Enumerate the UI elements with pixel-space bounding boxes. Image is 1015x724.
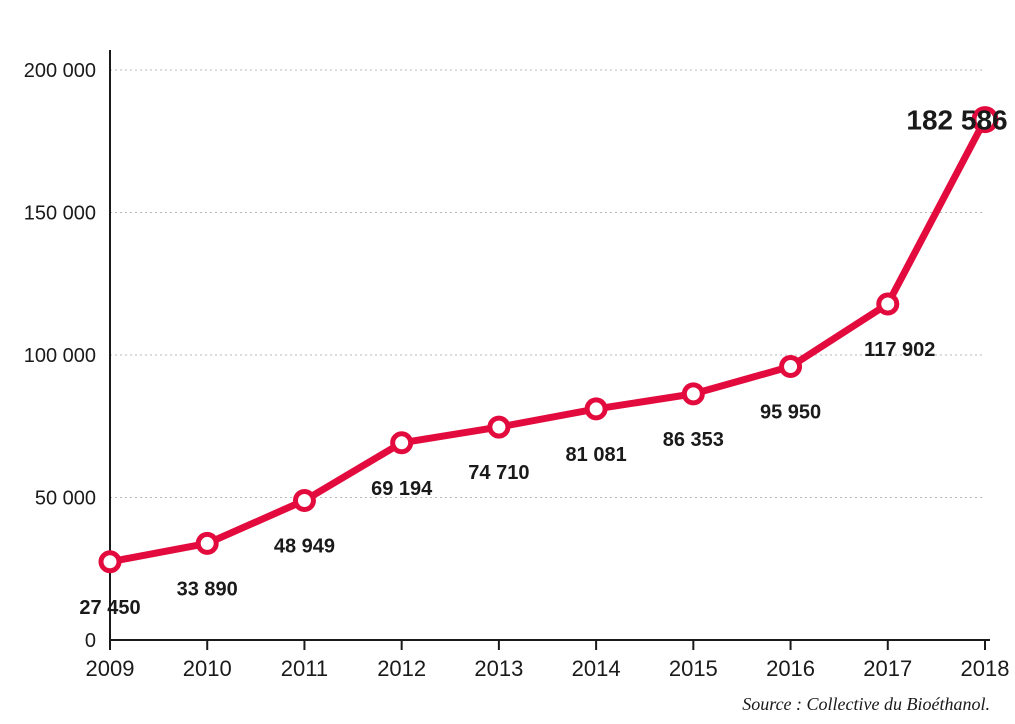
x-tick-label: 2015 — [669, 656, 718, 681]
data-marker — [295, 491, 313, 509]
x-tick-label: 2016 — [766, 656, 815, 681]
y-tick-label: 200 000 — [24, 60, 96, 82]
chart-background — [0, 0, 1015, 724]
data-marker — [684, 385, 702, 403]
value-label: 86 353 — [663, 429, 724, 451]
data-marker — [198, 534, 216, 552]
value-label-highlight: 182 586 — [906, 105, 1007, 136]
y-tick-label: 100 000 — [24, 345, 96, 367]
data-marker — [101, 553, 119, 571]
source-label: Source : Collective du Bioéthanol. — [742, 694, 990, 714]
value-label: 117 902 — [864, 339, 935, 361]
value-label: 33 890 — [177, 578, 238, 600]
x-tick-label: 2018 — [961, 656, 1010, 681]
value-label: 95 950 — [760, 402, 821, 424]
x-tick-label: 2012 — [377, 656, 426, 681]
data-marker — [879, 295, 897, 313]
x-tick-label: 2014 — [572, 656, 621, 681]
x-tick-label: 2010 — [183, 656, 232, 681]
value-label: 27 450 — [79, 597, 140, 619]
line-chart: 0 50 000 100 000 150 000 200 000 2009 2010 2011… — [0, 0, 1015, 724]
x-tick-label: 2013 — [474, 656, 523, 681]
value-label: 74 710 — [468, 462, 529, 484]
data-marker — [393, 434, 411, 452]
y-tick-label: 50 000 — [35, 488, 96, 510]
data-marker — [587, 400, 605, 418]
y-tick-label: 0 — [85, 630, 96, 652]
x-tick-label: 2017 — [863, 656, 912, 681]
chart-svg: 0 50 000 100 000 150 000 200 000 2009 2010 2011… — [0, 0, 1015, 724]
data-marker — [490, 418, 508, 436]
value-label: 48 949 — [274, 535, 335, 557]
data-marker — [782, 358, 800, 376]
value-label: 81 081 — [566, 444, 627, 466]
value-label: 69 194 — [371, 478, 433, 500]
x-tick-label: 2011 — [281, 656, 328, 681]
y-tick-label: 150 000 — [24, 203, 96, 225]
x-tick-label: 2009 — [86, 656, 135, 681]
